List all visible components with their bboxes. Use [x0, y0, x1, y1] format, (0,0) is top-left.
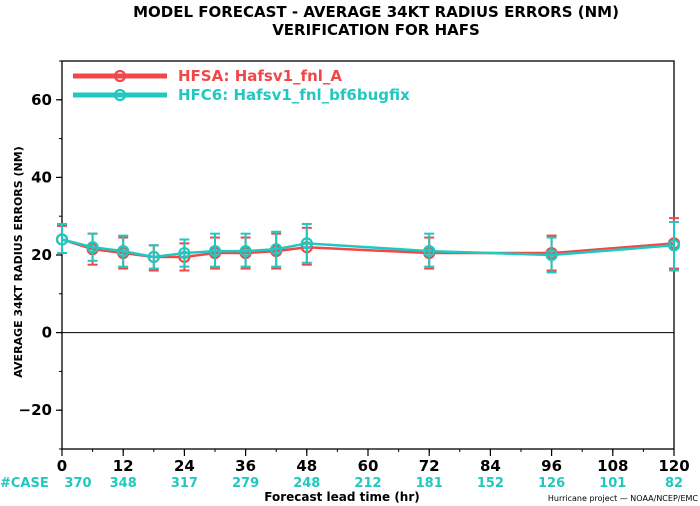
case-count: 101: [599, 476, 626, 491]
x-axis-label: Forecast lead time (hr): [264, 490, 420, 504]
data-point: [86, 241, 99, 254]
series-2: [55, 221, 681, 274]
y-tick-label: 0: [42, 324, 52, 342]
data-point: [117, 245, 130, 258]
legend-entry: HFSA: Hafsv1_fnl_A: [178, 67, 342, 85]
case-count: 370: [64, 476, 91, 491]
case-count: 82: [665, 476, 683, 491]
data-point: [239, 245, 252, 258]
case-count: 248: [293, 476, 320, 491]
case-count: 317: [171, 476, 198, 491]
x-tick-label: 48: [296, 457, 317, 475]
x-tick-label: 84: [480, 457, 501, 475]
data-point: [208, 245, 222, 258]
legend-marker: [113, 88, 127, 102]
case-count: 348: [110, 476, 137, 491]
x-tick-label: 60: [358, 457, 379, 475]
y-tick-label: −20: [19, 401, 52, 419]
case-count: 181: [416, 476, 443, 491]
x-tick-label: 36: [235, 457, 256, 475]
chart-subtitle: VERIFICATION FOR HAFS: [272, 21, 480, 39]
data-point: [178, 246, 191, 260]
legend-marker: [113, 69, 127, 83]
data-point: [300, 237, 313, 250]
x-tick-label: 108: [597, 457, 628, 475]
case-count: 279: [232, 476, 259, 491]
y-tick-label: 20: [31, 246, 52, 264]
x-tick-label: 120: [658, 457, 689, 475]
x-tick-label: 24: [174, 457, 195, 475]
data-point: [667, 239, 681, 252]
data-point: [270, 243, 283, 256]
data-point: [55, 233, 69, 246]
case-count: 126: [538, 476, 565, 491]
case-count: 212: [354, 476, 381, 491]
y-axis-label: AVERAGE 34KT RADIUS ERRORS (NM): [12, 146, 25, 377]
legend-entry: HFC6: Hafsv1_fnl_bf6bugfix: [178, 86, 410, 104]
y-tick-label: 40: [31, 168, 52, 186]
x-tick-label: 96: [541, 457, 562, 475]
x-tick-label: 72: [419, 457, 440, 475]
data-point: [423, 245, 436, 258]
y-tick-label: 60: [31, 91, 52, 109]
data-point: [147, 250, 160, 264]
x-tick-label: 12: [113, 457, 134, 475]
case-label: #CASE: [0, 476, 49, 491]
chart-title: MODEL FORECAST - AVERAGE 34KT RADIUS ERR…: [133, 3, 619, 21]
data-point: [545, 248, 558, 262]
x-tick-label: 0: [57, 457, 67, 475]
case-count: 152: [477, 476, 504, 491]
credit-note: Hurricane project — NOAA/NCEP/EMC: [548, 494, 699, 503]
